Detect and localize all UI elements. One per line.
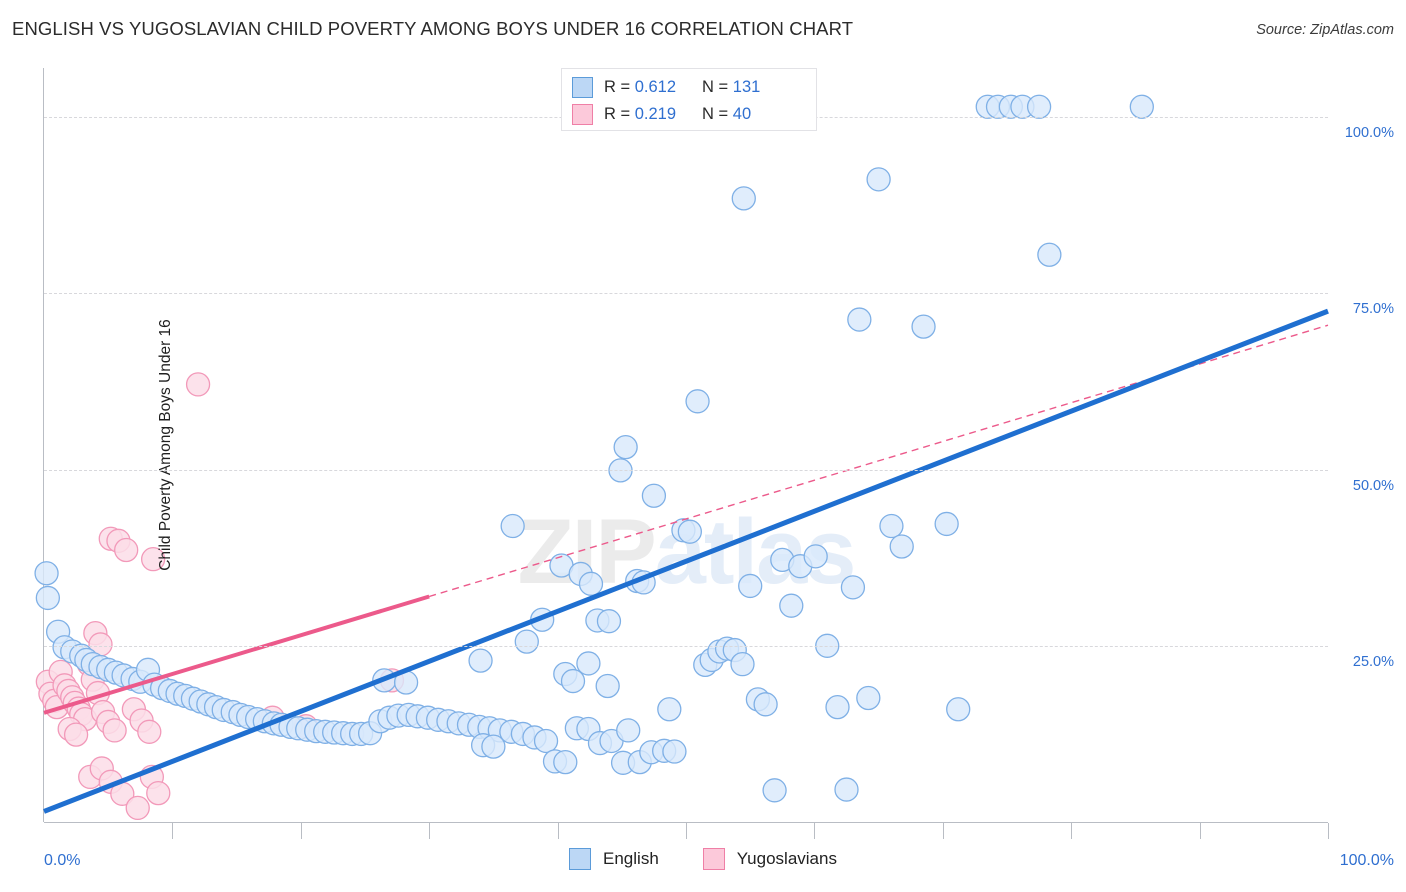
english-legend-swatch-icon — [569, 848, 592, 870]
data-point-yugoslavians — [125, 795, 150, 821]
data-point-english — [34, 561, 59, 586]
source-attribution: Source: ZipAtlas.com — [1256, 22, 1394, 38]
data-point-yugoslavians — [185, 372, 211, 397]
data-point-english — [803, 544, 828, 569]
y-tick-label-100: 100.0% — [1344, 125, 1394, 142]
data-point-english — [1129, 94, 1154, 119]
data-point-english — [889, 534, 914, 559]
gridline-25 — [44, 645, 1328, 647]
english-swatch-icon — [572, 77, 593, 98]
data-point-english — [762, 778, 787, 803]
data-point-english — [840, 575, 866, 600]
data-point-english — [779, 593, 804, 618]
yugoslavians-n: N = 40 — [702, 105, 752, 123]
data-point-yugoslavians — [137, 719, 162, 744]
data-point-english — [934, 511, 959, 537]
data-point-english — [946, 697, 971, 722]
data-point-english — [825, 694, 850, 720]
data-point-english — [481, 734, 506, 759]
y-axis-line — [43, 68, 44, 822]
yugoslavians-legend-swatch-icon — [702, 848, 725, 870]
legend-item-english[interactable]: English — [569, 848, 659, 870]
x-tick-8 — [1071, 823, 1073, 839]
data-point-english — [613, 434, 638, 460]
yugoslavians-r: R = 0.219 — [604, 105, 677, 123]
data-point-english — [834, 777, 859, 802]
data-point-english — [730, 652, 755, 677]
x-tick-9 — [1199, 823, 1201, 839]
yugoslavians-swatch-icon — [572, 104, 593, 125]
data-point-english — [856, 685, 881, 711]
x-tick-label-max: 100.0% — [1339, 852, 1394, 869]
stats-row-yugoslavians: R = 0.219 N = 40 — [572, 101, 806, 128]
data-point-yugoslavians — [140, 547, 166, 572]
y-axis-title: Child Poverty Among Boys Under 16 — [40, 68, 292, 822]
data-point-yugoslavians — [63, 722, 89, 747]
data-point-english — [847, 307, 872, 332]
x-axis-line — [44, 822, 1328, 823]
x-tick-6 — [814, 823, 816, 839]
data-point-yugoslavians — [102, 718, 127, 743]
data-point-english — [1026, 94, 1052, 119]
english-r: R = 0.612 — [604, 78, 677, 96]
x-tick-2 — [300, 823, 302, 839]
data-point-english — [595, 673, 620, 699]
x-tick-7 — [942, 823, 944, 839]
english-n-value: 131 — [732, 78, 761, 96]
trendline-yugoslavians-solid — [43, 594, 430, 715]
y-tick-label-75: 75.0% — [1352, 301, 1394, 318]
english-r-value: 0.612 — [634, 78, 677, 96]
data-point-english — [738, 573, 763, 599]
data-point-english — [641, 483, 667, 508]
data-point-english — [1037, 242, 1062, 267]
data-point-english — [685, 389, 710, 414]
y-axis-title-text: Child Poverty Among Boys Under 16 — [156, 319, 174, 571]
data-point-english — [468, 648, 493, 673]
x-tick-1 — [172, 823, 174, 839]
yugoslavians-n-value: 40 — [732, 105, 752, 123]
gridline-75 — [44, 293, 1328, 295]
x-tick-10 — [1328, 823, 1329, 839]
x-tick-5 — [686, 823, 687, 839]
data-point-english — [560, 668, 586, 694]
data-point-english — [911, 314, 936, 339]
page-title: ENGLISH VS YUGOSLAVIAN CHILD POVERTY AMO… — [12, 18, 854, 39]
data-point-english — [35, 585, 61, 611]
y-tick-label-50: 50.0% — [1352, 477, 1394, 494]
legend-label-english: English — [603, 849, 659, 868]
yugoslavians-r-value: 0.219 — [634, 105, 677, 123]
series-legend: English Yugoslavians — [0, 848, 1406, 870]
data-point-english — [677, 519, 703, 544]
x-tick-3 — [429, 823, 431, 839]
data-point-english — [500, 513, 525, 539]
data-point-english — [553, 749, 578, 775]
data-point-english — [753, 692, 778, 717]
legend-item-yugoslavians[interactable]: Yugoslavians — [702, 848, 837, 870]
stats-row-english: R = 0.612 N = 131 — [572, 74, 806, 101]
trendline-english — [43, 308, 1329, 814]
y-tick-label-25: 25.0% — [1352, 653, 1394, 670]
data-point-english — [533, 728, 559, 754]
data-point-english — [866, 167, 891, 192]
data-point-english — [731, 186, 756, 211]
gridline-50 — [44, 469, 1328, 471]
english-n: N = 131 — [702, 78, 761, 96]
data-point-yugoslavians — [114, 537, 139, 563]
x-tick-label-min: 0.0% — [44, 852, 81, 869]
data-point-english — [596, 609, 622, 634]
data-point-english — [879, 513, 904, 539]
data-point-english — [616, 718, 641, 743]
scatter-canvas — [34, 94, 1329, 821]
plot-area: ZIPatlas Child Poverty Among Boys Under … — [34, 68, 1329, 822]
data-point-english — [578, 571, 604, 596]
data-point-english — [657, 697, 682, 722]
correlation-stats-box: R = 0.612 N = 131 R = 0.219 N = 40 — [561, 68, 817, 131]
data-point-english — [662, 739, 687, 764]
data-point-english — [576, 651, 601, 676]
legend-label-yugoslavians: Yugoslavians — [736, 849, 837, 868]
x-tick-4 — [557, 823, 559, 839]
data-point-yugoslavians — [146, 780, 171, 806]
data-point-english — [514, 629, 539, 654]
